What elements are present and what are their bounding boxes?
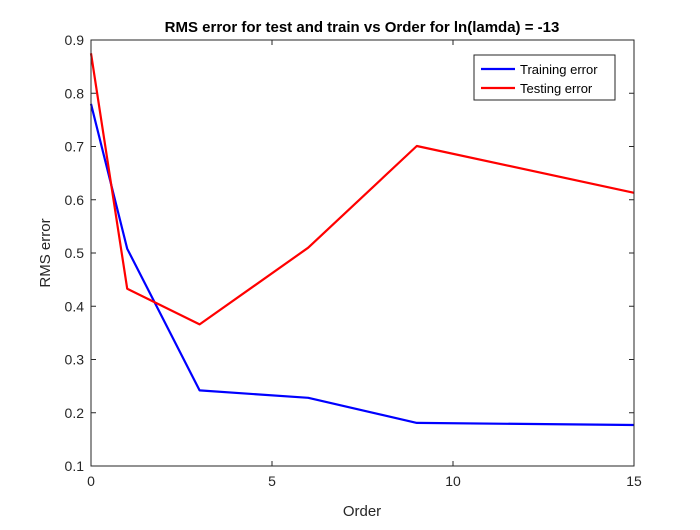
series-line-1 (89, 53, 635, 326)
plot-area (91, 40, 634, 466)
y-tick-label: 0.7 (65, 139, 85, 155)
y-tick-label: 0.1 (65, 458, 85, 474)
x-tick-label: 5 (268, 473, 276, 489)
legend-entry-label: Testing error (520, 81, 593, 96)
x-tick-label: 0 (87, 473, 95, 489)
y-tick-label: 0.5 (65, 245, 85, 261)
x-axis-label: Order (343, 503, 381, 520)
series-line-0 (89, 103, 635, 427)
legend: Training error Testing error (473, 54, 616, 101)
y-tick-label: 0.6 (65, 192, 85, 208)
axes-layer: 0 5 10 15 0.1 0.2 0.3 0.4 0.5 0.6 0.7 0.8 0.9 (65, 32, 642, 489)
legend-box (473, 54, 616, 101)
series-layer (89, 53, 635, 427)
y-tick-label: 0.4 (65, 298, 85, 314)
x-tick-label: 15 (626, 473, 642, 489)
x-tick-label: 10 (445, 473, 461, 489)
y-tick-label: 0.8 (65, 85, 85, 101)
chart-title: RMS error for test and train vs Order fo… (165, 19, 560, 36)
y-tick-label: 0.3 (65, 352, 85, 368)
legend-entry-label: Training error (520, 62, 598, 77)
y-tick-label: 0.2 (65, 405, 85, 421)
y-tick-label: 0.9 (65, 32, 85, 48)
y-axis-label: RMS error (37, 218, 54, 287)
